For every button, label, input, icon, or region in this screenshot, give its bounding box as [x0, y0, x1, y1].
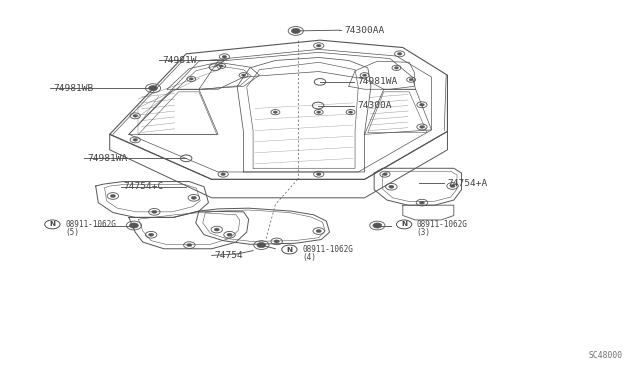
- Circle shape: [420, 103, 424, 106]
- Circle shape: [383, 173, 387, 176]
- Circle shape: [420, 126, 424, 128]
- Text: 74300AA: 74300AA: [344, 26, 385, 35]
- Circle shape: [316, 173, 321, 176]
- Circle shape: [148, 86, 157, 91]
- Circle shape: [397, 52, 402, 55]
- Text: 74981W: 74981W: [163, 56, 197, 65]
- Text: 74981WB: 74981WB: [54, 84, 94, 93]
- Circle shape: [419, 201, 424, 204]
- Circle shape: [349, 111, 353, 113]
- Circle shape: [394, 67, 399, 69]
- Text: N: N: [287, 247, 292, 253]
- Circle shape: [316, 230, 321, 232]
- Text: N: N: [401, 221, 407, 227]
- Circle shape: [241, 74, 246, 76]
- Circle shape: [317, 111, 321, 113]
- Text: 08911-1062G: 08911-1062G: [302, 245, 353, 254]
- Circle shape: [148, 233, 154, 236]
- Text: 74981WA: 74981WA: [88, 154, 127, 163]
- Circle shape: [450, 185, 455, 187]
- Circle shape: [189, 78, 193, 80]
- Text: (5): (5): [65, 228, 79, 237]
- Text: 74754: 74754: [215, 251, 244, 260]
- Circle shape: [191, 196, 196, 199]
- Text: 74754+C: 74754+C: [124, 182, 164, 191]
- Text: SC48000: SC48000: [589, 351, 623, 360]
- Text: 74300A: 74300A: [357, 101, 392, 110]
- Circle shape: [222, 55, 227, 58]
- Circle shape: [274, 240, 279, 243]
- Circle shape: [373, 223, 382, 228]
- Circle shape: [152, 210, 157, 213]
- Circle shape: [214, 228, 220, 231]
- Text: 74754+A: 74754+A: [447, 179, 488, 187]
- Circle shape: [388, 185, 394, 188]
- Text: 08911-1062G: 08911-1062G: [417, 220, 468, 229]
- Circle shape: [291, 28, 300, 33]
- Circle shape: [316, 44, 321, 47]
- Circle shape: [187, 244, 192, 247]
- Circle shape: [110, 195, 115, 198]
- Text: 08911-1062G: 08911-1062G: [65, 220, 116, 229]
- Text: N: N: [49, 221, 56, 227]
- Text: (3): (3): [417, 228, 431, 237]
- Circle shape: [221, 173, 225, 176]
- Circle shape: [273, 111, 277, 113]
- Circle shape: [409, 78, 413, 81]
- Text: (4): (4): [302, 253, 316, 263]
- Circle shape: [133, 138, 138, 141]
- Circle shape: [227, 233, 232, 236]
- Text: 74981WA: 74981WA: [357, 77, 397, 86]
- Circle shape: [257, 243, 266, 248]
- Circle shape: [220, 65, 223, 67]
- Circle shape: [363, 74, 367, 76]
- Circle shape: [133, 115, 138, 117]
- Circle shape: [129, 223, 138, 228]
